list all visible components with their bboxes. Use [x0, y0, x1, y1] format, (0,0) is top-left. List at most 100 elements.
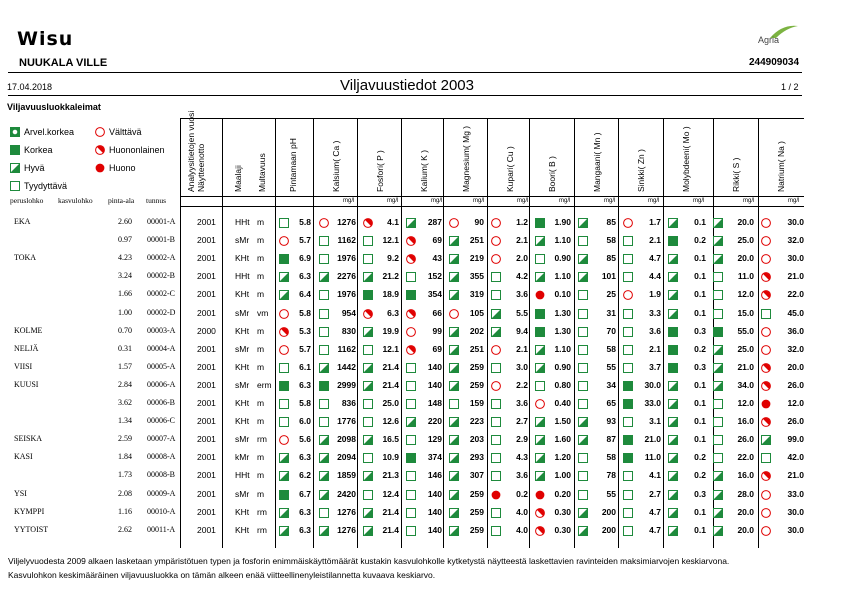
- value: 22.0: [787, 289, 804, 300]
- column-divider: [443, 118, 444, 548]
- area: 4.23: [118, 253, 132, 263]
- organic-matter: rm: [257, 524, 267, 535]
- header-rule: [180, 196, 804, 197]
- empty-circle-icon: [761, 218, 771, 228]
- value: 2.2: [516, 379, 528, 390]
- lot-id: 00003-A: [147, 325, 176, 335]
- empty-circle-icon: [491, 218, 501, 228]
- full-square-icon: [623, 399, 633, 409]
- empty-square-icon: [761, 308, 771, 319]
- full-square-icon: [535, 308, 545, 319]
- value: 3.7: [649, 361, 661, 372]
- half-square-icon: [449, 525, 459, 536]
- half-square-icon: [535, 417, 545, 428]
- soil-type: sMr: [235, 379, 250, 390]
- half-square-icon: [449, 344, 459, 355]
- empty-square-icon: [406, 435, 416, 446]
- value: 0.2: [694, 452, 706, 463]
- lot-name: KYMPPI: [14, 506, 45, 516]
- empty-square-icon: [578, 326, 588, 337]
- value: 32.0: [787, 235, 804, 246]
- half-circle-icon: [406, 344, 416, 355]
- value: 20.0: [737, 524, 754, 535]
- value: 830: [341, 325, 356, 336]
- empty-square-icon: [535, 254, 545, 265]
- unit-label: mg/l: [473, 198, 485, 204]
- empty-square-icon: [279, 362, 289, 373]
- value: 33.0: [644, 398, 661, 408]
- empty-circle-icon: [491, 254, 501, 265]
- full-square-icon: [713, 326, 723, 337]
- column-divider: [275, 118, 276, 548]
- value: 6.1: [299, 361, 311, 372]
- value: 0.80: [554, 379, 571, 390]
- value: 4.7: [649, 506, 661, 517]
- lot-id: 00002-C: [147, 289, 175, 299]
- soil-type: kMr: [235, 452, 250, 463]
- half-square-icon: [279, 507, 289, 518]
- agria-logo: Agria: [758, 25, 798, 45]
- unit-label: mg/l: [431, 198, 443, 204]
- empty-circle-icon: [449, 218, 459, 228]
- value: 0.30: [554, 506, 571, 517]
- empty-square-icon: [578, 308, 588, 319]
- soil-type: HHt: [235, 470, 250, 481]
- half-square-icon: [535, 471, 545, 482]
- value: 0.90: [554, 253, 571, 264]
- value: 6.2: [299, 470, 311, 481]
- value: 152: [427, 271, 442, 282]
- half-square-icon: [406, 417, 416, 428]
- value: 3.0: [516, 361, 528, 372]
- footer-note-1: Viljelyvuodesta 2009 alkaen lasketaan ym…: [8, 556, 730, 566]
- table-row: 1.73 00008-B 2001 HHt m 6.2 1859 21.3 146 307 3.6 1…: [0, 470, 851, 484]
- half-square-icon: [578, 417, 588, 428]
- empty-square-icon: [449, 399, 459, 409]
- half-square-icon: [668, 525, 678, 536]
- full-square-icon: [279, 254, 289, 265]
- value: 1.10: [554, 343, 571, 354]
- soil-type-header: Maalaji: [233, 165, 243, 192]
- lot-id: 00008-A: [147, 452, 176, 462]
- empty-square-icon: [713, 399, 723, 409]
- value: 251: [469, 343, 484, 354]
- empty-square-icon: [713, 290, 723, 301]
- header-rule: [180, 118, 804, 119]
- value: 1162: [337, 235, 356, 246]
- half-square-icon: [319, 453, 329, 464]
- print-date: 17.04.2018: [7, 82, 53, 92]
- empty-square-icon: [319, 326, 329, 337]
- value: 307: [469, 470, 484, 481]
- value: 36.0: [787, 325, 804, 336]
- value: 200: [601, 524, 616, 535]
- empty-square-icon: [406, 489, 416, 500]
- value: 43: [432, 253, 442, 264]
- half-circle-icon: [279, 326, 289, 337]
- legend-label: Välttävä: [109, 127, 142, 137]
- soil-type: sMr: [235, 343, 250, 354]
- value: 1.90: [554, 217, 571, 227]
- soil-type: sMr: [235, 434, 250, 445]
- lot-name: KASI: [14, 452, 33, 462]
- empty-square-icon: [623, 489, 633, 500]
- empty-square-icon: [623, 362, 633, 373]
- value: 2.7: [649, 488, 661, 499]
- legend-item: Hyvä: [10, 163, 45, 173]
- nutrient-header: Kalsium( Ca ): [331, 140, 341, 192]
- half-square-icon: [449, 254, 459, 265]
- page-title: Viljavuustiedot 2003: [340, 77, 474, 94]
- value: 1.30: [554, 325, 571, 336]
- empty-circle-icon: [761, 254, 771, 265]
- lot-id: 00005-A: [147, 361, 176, 371]
- column-divider: [618, 118, 619, 548]
- value: 1.10: [554, 271, 571, 282]
- value: 12.6: [382, 416, 399, 427]
- full-square-icon: [406, 453, 416, 464]
- empty-square-icon: [713, 435, 723, 446]
- id-column-label: kasvulohko: [58, 196, 93, 205]
- lot-id: 00006-A: [147, 379, 176, 389]
- footer-note-2: Kasvulohkon keskimääräinen viljavuusluok…: [8, 570, 436, 580]
- legend-item: Korkea: [10, 145, 53, 155]
- half-square-icon: [449, 453, 459, 464]
- legend-title: Viljavuusluokkaleimat: [7, 102, 101, 112]
- value: 203: [469, 434, 484, 445]
